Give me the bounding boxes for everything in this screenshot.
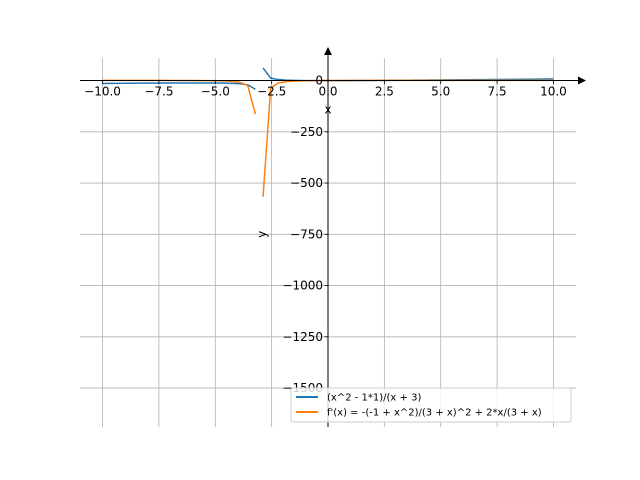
y-axis-arrow-icon [324,47,332,55]
x-tick-label: −5.0 [201,85,230,99]
x-tick-label: 10.0 [540,85,567,99]
series-line-f [262,67,554,82]
x-tick-label: 0.0 [318,85,337,99]
legend-label-derivative: f'(x) = -(-1 + x^2)/(3 + x)^2 + 2*x/(3 +… [327,408,542,419]
x-tick-label: 2.5 [375,85,394,99]
tick-labels: −10.0 −7.5 −5.0 −2.5 0.0 2.5 5.0 7.5 10.0 0 −250 −5… [84,74,567,395]
x-axis-label: x [324,103,331,117]
legend-label-f: (x^2 - 1*1)/(x + 3) [327,393,421,404]
y-tick-label: −750 [290,227,323,241]
x-tick-label: −2.5 [257,85,286,99]
legend-box [290,387,572,423]
x-tick-label: −10.0 [84,85,121,99]
series-line-f [102,82,256,90]
y-tick-label: 0 [315,74,323,88]
x-tick-label: 5.0 [431,85,450,99]
x-axis-arrow-icon [578,76,586,85]
y-tick-label: −1250 [282,330,323,344]
y-tick-label: −1000 [282,279,323,293]
y-axis-label: y [255,231,269,238]
axes [80,47,586,427]
legend: (x^2 - 1*1)/(x + 3) f'(x) = -(-1 + x^2)/… [290,387,572,423]
series-line-df [102,79,257,115]
x-tick-label: 7.5 [488,85,507,99]
y-tick-label: −250 [290,125,323,139]
x-tick-label: −7.5 [144,85,173,99]
y-tick-label: −500 [290,176,323,190]
